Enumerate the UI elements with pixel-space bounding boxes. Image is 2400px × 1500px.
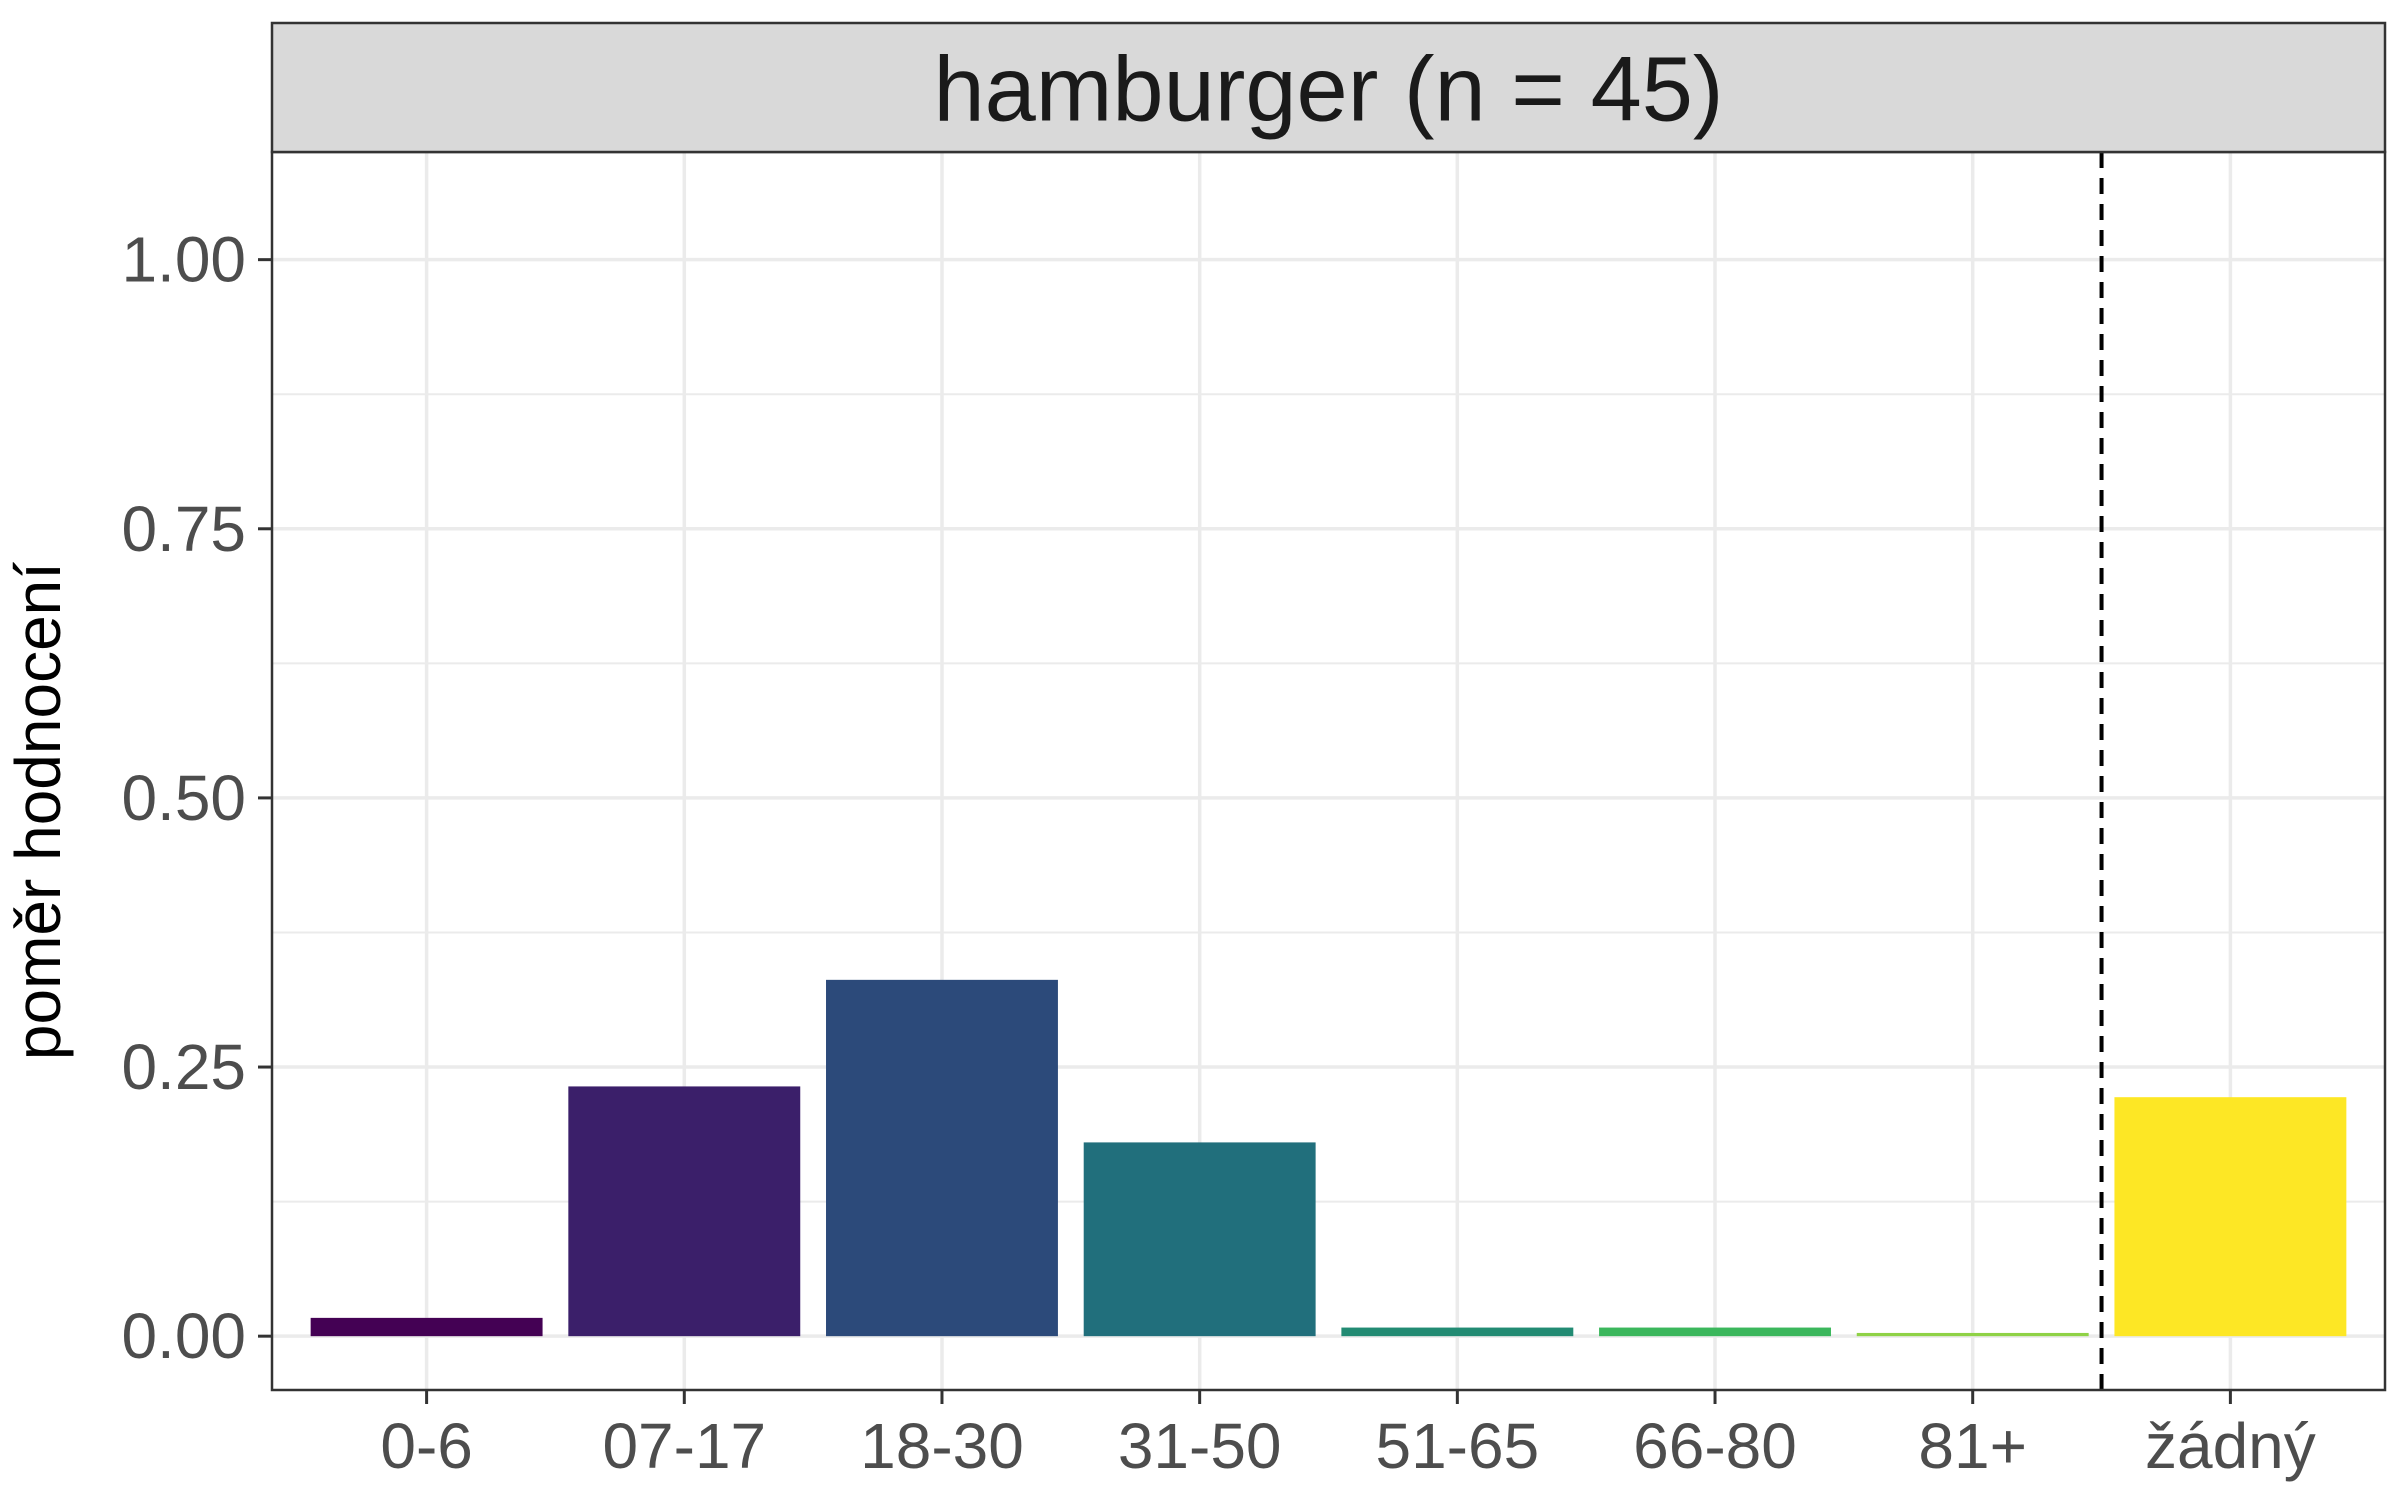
y-axis: 0.00 0.25 0.50 0.75 1.00 (121, 224, 272, 1372)
facet-strip (270, 21, 2387, 154)
x-tick-label: 0-6 (380, 1410, 473, 1482)
x-tick-label: 31-50 (1118, 1410, 1282, 1482)
facet-strip-title: hamburger (n = 45) (933, 39, 1723, 141)
x-tick-label: 66-80 (1633, 1410, 1797, 1482)
x-tick-label: 07-17 (602, 1410, 766, 1482)
x-axis: 0-6 07-17 18-30 31-50 51-65 66-80 81+ žádný (380, 1390, 2316, 1482)
bar-66-80 (1599, 1327, 1831, 1337)
bar-51-65 (1341, 1327, 1574, 1337)
y-axis-title: poměr hodnocení (2, 562, 74, 1060)
x-tick-label: žádný (2145, 1410, 2316, 1482)
y-tick-label: 0.00 (121, 1300, 246, 1372)
y-tick-label: 1.00 (121, 224, 246, 296)
bar-0-6 (310, 1317, 543, 1337)
x-tick-label: 51-65 (1375, 1410, 1539, 1482)
bar-18-30 (826, 979, 1058, 1337)
y-tick-label: 0.75 (121, 493, 246, 565)
x-tick-label: 18-30 (860, 1410, 1024, 1482)
x-tick-label: 81+ (1918, 1410, 2027, 1482)
bar-žádný (2114, 1097, 2347, 1337)
bar-81+ (1856, 1332, 2089, 1337)
bar-07-17 (568, 1086, 801, 1337)
bar-31-50 (1083, 1142, 1316, 1337)
bars (310, 979, 2347, 1337)
y-tick-label: 0.25 (121, 1031, 246, 1103)
y-tick-label: 0.50 (121, 762, 246, 834)
